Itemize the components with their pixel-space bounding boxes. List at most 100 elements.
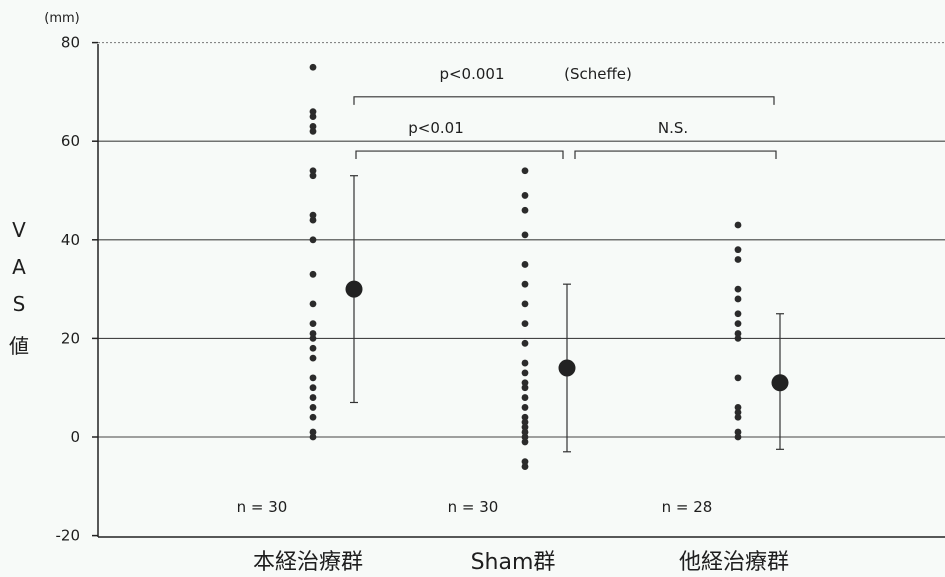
- comparison-brackets: p<0.001 (Scheffe) p<0.01 N.S.: [353, 65, 777, 160]
- data-point: [734, 310, 742, 318]
- y-tick-label-20: 20: [61, 329, 80, 347]
- category-label: 他経治療群: [679, 550, 789, 575]
- comparison-bracket-1: p<0.001 (Scheffe): [353, 65, 775, 105]
- data-point: [734, 320, 742, 328]
- data-point: [734, 413, 742, 421]
- data-point: [309, 320, 317, 328]
- comparison-label: p<0.001: [439, 65, 504, 83]
- y-axis-label-char-3: S: [12, 292, 26, 316]
- comparison-note: (Scheffe): [564, 65, 632, 83]
- comparison-label: N.S.: [658, 119, 688, 137]
- data-point: [309, 335, 317, 342]
- data-point: [309, 216, 317, 224]
- mean-marker: [771, 374, 789, 392]
- data-point: [521, 280, 529, 288]
- data-point: [309, 394, 317, 401]
- data-point: [734, 330, 742, 337]
- data-point: [521, 206, 529, 214]
- data-point: [309, 330, 317, 337]
- data-point: [734, 285, 742, 293]
- y-axis-label-char-2: A: [12, 255, 26, 279]
- data-point: [734, 335, 742, 342]
- y-axis-label-char-1: V: [12, 218, 26, 242]
- data-point: [734, 295, 742, 303]
- data-point: [734, 433, 742, 441]
- comparison-bracket-3: N.S.: [574, 119, 777, 160]
- mean-marker: [345, 280, 363, 298]
- mean-marker: [558, 359, 576, 377]
- data-point: [309, 344, 317, 352]
- data-point: [521, 394, 529, 401]
- data-point: [521, 433, 529, 441]
- data-point: [309, 300, 317, 308]
- y-tick-label-40: 40: [61, 231, 80, 249]
- data-point: [309, 428, 317, 436]
- data-point: [309, 433, 317, 441]
- data-point: [521, 413, 529, 421]
- y-tick-label-0: 0: [70, 428, 80, 446]
- data-point: [521, 463, 529, 470]
- data-point: [734, 246, 742, 254]
- data-point: [309, 211, 317, 219]
- y-unit-label: (mm): [44, 11, 79, 26]
- data-point: [734, 408, 742, 416]
- data-point: [309, 270, 317, 278]
- data-point: [521, 300, 529, 308]
- group-1: n = 30 本経治療群: [237, 63, 363, 575]
- data-point: [734, 404, 742, 411]
- data-point: [309, 413, 317, 421]
- data-point: [309, 404, 317, 411]
- group-series: n = 30 本経治療群 n = 30 Sham群 n = 28 他経治療群: [237, 63, 789, 575]
- data-point: [734, 256, 742, 263]
- data-point: [521, 261, 529, 268]
- data-point: [309, 127, 317, 135]
- bracket-line: [355, 150, 564, 160]
- y-tick-label-60: 60: [61, 132, 80, 150]
- data-point: [521, 339, 529, 347]
- data-point: [309, 63, 317, 71]
- y-axis-label-char-4: 値: [9, 334, 29, 358]
- data-point: [521, 438, 529, 446]
- data-point: [734, 221, 742, 229]
- data-point: [521, 192, 529, 199]
- comparison-bracket-2: p<0.01: [355, 119, 564, 160]
- comparison-label: p<0.01: [408, 119, 464, 137]
- bracket-line: [353, 96, 775, 105]
- bracket-line: [574, 150, 777, 160]
- category-label: 本経治療群: [253, 550, 363, 575]
- data-point: [521, 231, 529, 239]
- gridlines: [98, 42, 945, 438]
- data-point: [521, 359, 529, 367]
- group-2: n = 30 Sham群: [448, 167, 576, 575]
- n-label: n = 28: [662, 498, 713, 516]
- y-tick-labels: -20 0 20 40 60 80: [56, 34, 98, 545]
- data-point: [521, 423, 529, 431]
- data-point: [309, 167, 317, 175]
- data-point: [521, 167, 529, 175]
- data-point: [521, 384, 529, 392]
- data-point: [734, 374, 742, 382]
- data-point: [309, 172, 317, 180]
- data-point: [309, 113, 317, 120]
- data-point: [521, 320, 529, 328]
- y-tick-label-80: 80: [61, 34, 80, 52]
- y-tick-label--20: -20: [56, 527, 81, 545]
- data-point: [734, 428, 742, 436]
- n-label: n = 30: [448, 498, 499, 516]
- data-point: [521, 379, 529, 387]
- data-point: [521, 404, 529, 411]
- data-point: [521, 418, 529, 426]
- data-point: [309, 374, 317, 382]
- data-point: [309, 123, 317, 130]
- data-point: [521, 369, 529, 377]
- data-point: [521, 428, 529, 436]
- data-point: [309, 354, 317, 362]
- category-label: Sham群: [471, 550, 556, 575]
- data-point: [309, 108, 317, 116]
- data-point: [309, 384, 317, 392]
- data-point: [309, 236, 317, 244]
- data-point: [521, 458, 529, 466]
- n-label: n = 30: [237, 498, 288, 516]
- group-3: n = 28 他経治療群: [662, 221, 789, 575]
